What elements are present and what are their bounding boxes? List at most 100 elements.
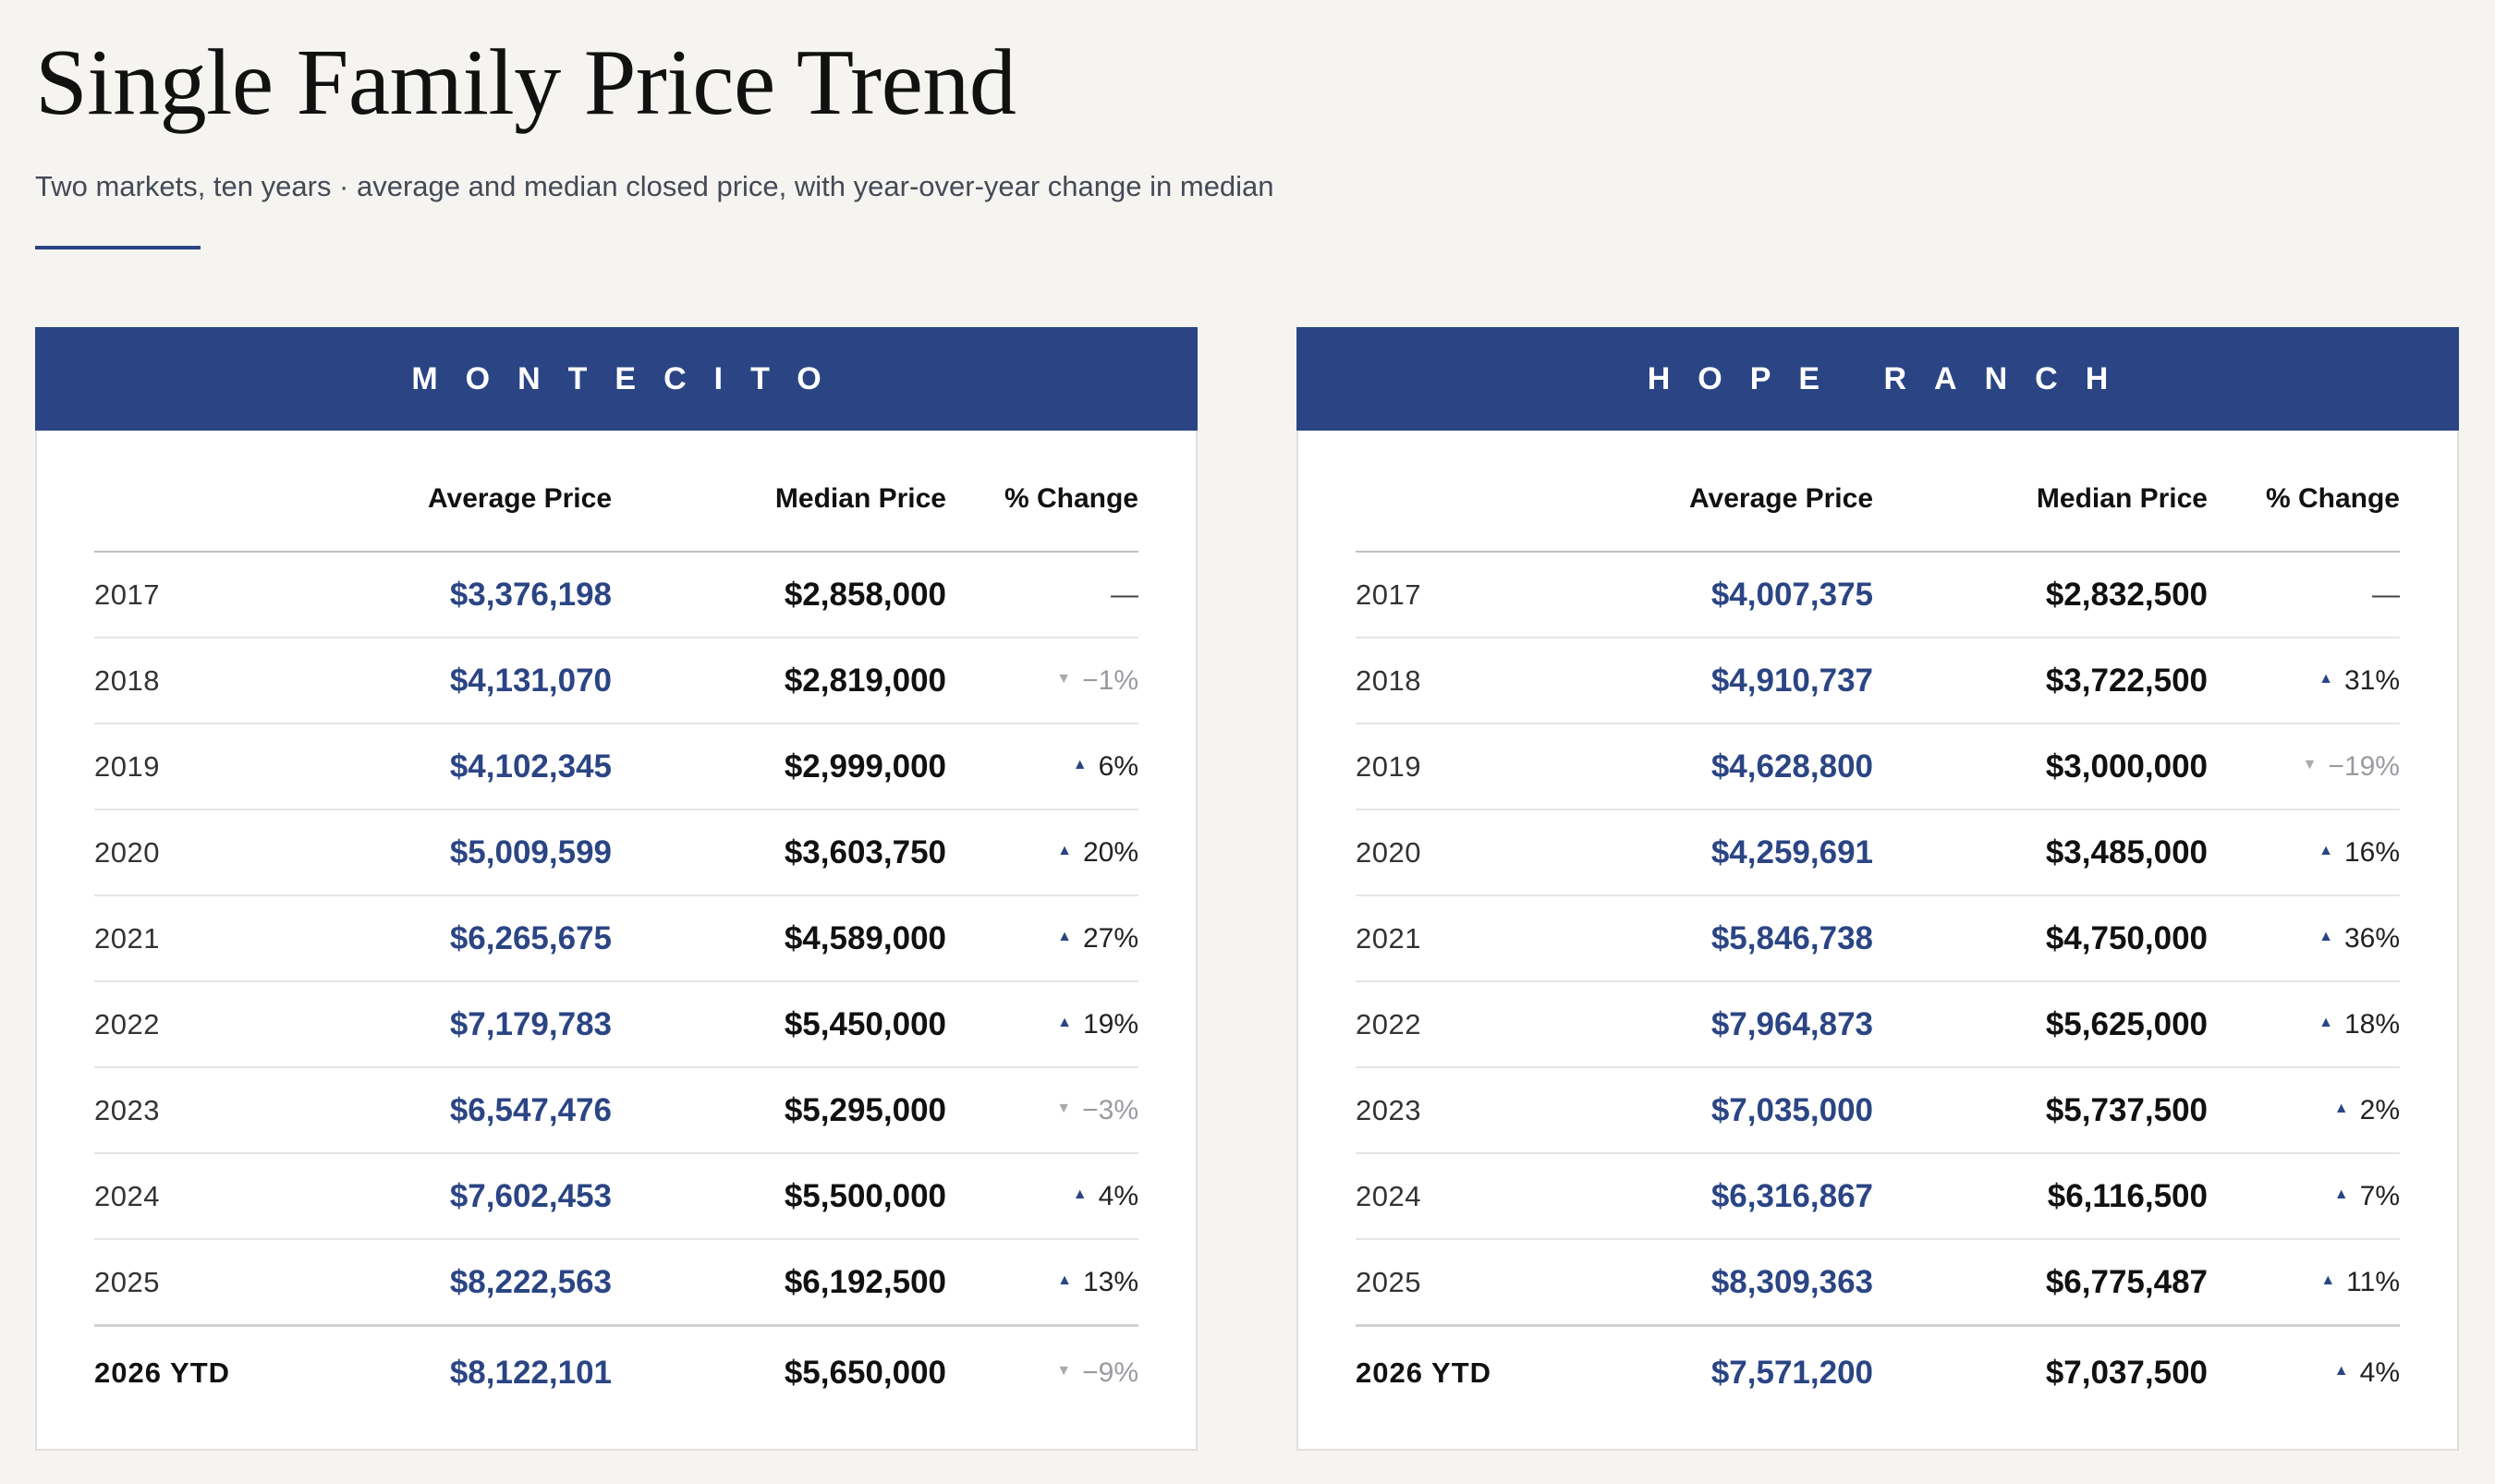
change-cell: ▼ −3% xyxy=(946,1067,1138,1154)
change-cell: ▼ −9% xyxy=(946,1326,1138,1420)
median-price-cell: $4,589,000 xyxy=(612,895,946,982)
median-price-cell: $3,603,750 xyxy=(612,809,946,896)
median-price-cell: $3,722,500 xyxy=(1873,638,2208,724)
average-price-cell: $8,309,363 xyxy=(1540,1239,1873,1327)
change-value: −19% xyxy=(2328,750,2400,782)
change-value: 13% xyxy=(1082,1266,1138,1297)
average-price-cell: $4,259,691 xyxy=(1540,809,1873,896)
triangle-up-icon: ▲ xyxy=(2333,1186,2349,1202)
change-value: — xyxy=(1111,578,1138,610)
change-cell: — xyxy=(2208,552,2400,639)
year-cell: 2018 xyxy=(94,638,279,724)
year-cell: 2023 xyxy=(94,1067,279,1154)
average-price-cell: $4,628,800 xyxy=(1540,724,1873,810)
average-price-cell: $5,009,599 xyxy=(279,809,612,896)
year-cell: 2019 xyxy=(1356,724,1540,810)
table-row: 2021 $6,265,675 $4,589,000 ▲ 27% xyxy=(94,895,1138,982)
average-price-column-header: Average Price xyxy=(1540,447,1873,553)
market-header: MONTECITO xyxy=(35,327,1198,431)
change-cell: — xyxy=(946,552,1138,639)
year-cell: 2017 xyxy=(1356,552,1540,639)
median-price-cell: $2,858,000 xyxy=(612,552,946,639)
change-value: 27% xyxy=(1082,922,1138,954)
table-row-ytd: 2026 YTD $8,122,101 $5,650,000 ▼ −9% xyxy=(94,1326,1138,1420)
table-row-ytd: 2026 YTD $7,571,200 $7,037,500 ▲ 4% xyxy=(1356,1326,2400,1420)
average-price-cell: $6,316,867 xyxy=(1540,1153,1873,1240)
average-price-cell: $3,376,198 xyxy=(279,552,612,639)
median-price-cell: $2,999,000 xyxy=(612,724,946,810)
median-price-cell: $7,037,500 xyxy=(2045,1355,2208,1391)
triangle-up-icon: ▲ xyxy=(2319,670,2333,687)
average-price-cell: $7,179,783 xyxy=(279,981,612,1068)
triangle-down-icon: ▼ xyxy=(1056,1100,1072,1116)
change-value: 31% xyxy=(2343,664,2400,696)
change-cell: ▲ 6% xyxy=(946,724,1138,810)
triangle-up-icon: ▲ xyxy=(2319,1014,2333,1030)
table-row: 2022 $7,964,873 $5,625,000 ▲ 18% xyxy=(1356,981,2400,1068)
table-row: 2022 $7,179,783 $5,450,000 ▲ 19% xyxy=(94,981,1138,1068)
change-cell: ▲ 19% xyxy=(946,981,1138,1068)
table-row: 2024 $7,602,453 $5,500,000 ▲ 4% xyxy=(94,1153,1138,1240)
triangle-up-icon: ▲ xyxy=(1057,1271,1072,1288)
table-row: 2023 $7,035,000 $5,737,500 ▲ 2% xyxy=(1356,1067,2400,1154)
triangle-down-icon: ▼ xyxy=(1056,670,1072,687)
change-value: 16% xyxy=(2343,836,2400,868)
change-value: −3% xyxy=(1082,1094,1138,1125)
market-card-montecito: MONTECITO Average Price Median Price % C… xyxy=(35,327,1198,1451)
year-cell: 2026 YTD xyxy=(94,1356,231,1389)
median-price-cell: $2,832,500 xyxy=(1873,552,2208,639)
table-row: 2020 $4,259,691 $3,485,000 ▲ 16% xyxy=(1356,809,2400,896)
median-price-cell: $3,000,000 xyxy=(1873,724,2208,810)
change-value: −1% xyxy=(1082,664,1138,696)
triangle-up-icon: ▲ xyxy=(1057,1014,1072,1030)
change-value: 19% xyxy=(1082,1008,1138,1040)
median-price-cell: $5,650,000 xyxy=(784,1355,946,1391)
average-price-cell: $7,602,453 xyxy=(279,1153,612,1240)
median-price-cell: $6,192,500 xyxy=(612,1239,946,1327)
change-value: 11% xyxy=(2346,1266,2400,1297)
page-title: Single Family Price Trend xyxy=(35,30,1016,135)
average-price-cell: $5,846,738 xyxy=(1540,895,1873,982)
triangle-down-icon: ▼ xyxy=(2302,756,2318,772)
change-value: 36% xyxy=(2343,922,2400,954)
median-price-cell: $5,295,000 xyxy=(612,1067,946,1154)
year-cell: 2022 xyxy=(94,981,279,1068)
change-value: 7% xyxy=(2359,1180,2400,1211)
change-cell: ▲ 18% xyxy=(2208,981,2400,1068)
median-price-cell: $4,750,000 xyxy=(1873,895,2208,982)
median-price-cell: $5,737,500 xyxy=(1873,1067,2208,1154)
average-price-cell: $4,102,345 xyxy=(279,724,612,810)
average-price-cell: $4,007,375 xyxy=(1540,552,1873,639)
triangle-up-icon: ▲ xyxy=(2333,1363,2349,1380)
change-cell: ▲ 11% xyxy=(2208,1239,2400,1327)
table-row: 2025 $8,222,563 $6,192,500 ▲ 13% xyxy=(94,1239,1138,1327)
table-row: 2023 $6,547,476 $5,295,000 ▼ −3% xyxy=(94,1067,1138,1154)
median-price-cell: $5,625,000 xyxy=(1873,981,2208,1068)
triangle-up-icon: ▲ xyxy=(1072,756,1088,772)
table-row: 2020 $5,009,599 $3,603,750 ▲ 20% xyxy=(94,809,1138,896)
triangle-up-icon: ▲ xyxy=(2319,928,2333,944)
year-column-header xyxy=(1356,447,1540,553)
average-price-cell: $6,265,675 xyxy=(279,895,612,982)
change-value: 6% xyxy=(1098,750,1138,782)
change-cell: ▲ 4% xyxy=(2208,1326,2400,1420)
average-price-cell: $8,222,563 xyxy=(279,1239,612,1327)
change-value: 20% xyxy=(1082,836,1138,868)
change-cell: ▲ 16% xyxy=(2208,809,2400,896)
year-cell: 2023 xyxy=(1356,1067,1540,1154)
title-underline xyxy=(35,246,201,249)
median-price-cell: $3,485,000 xyxy=(1873,809,2208,896)
year-cell: 2018 xyxy=(1356,638,1540,724)
triangle-up-icon: ▲ xyxy=(2319,842,2333,858)
year-cell: 2020 xyxy=(94,809,279,896)
change-value: 4% xyxy=(1098,1180,1138,1211)
average-price-cell: $7,571,200 xyxy=(1710,1355,1873,1391)
year-cell: 2025 xyxy=(1356,1239,1540,1327)
price-table: Average Price Median Price % Change 2017… xyxy=(1356,447,2400,1419)
median-price-cell: $6,775,487 xyxy=(1873,1239,2208,1327)
table-row: 2018 $4,131,070 $2,819,000 ▼ −1% xyxy=(94,638,1138,724)
change-value: — xyxy=(2372,578,2400,610)
change-value: −9% xyxy=(1082,1357,1138,1388)
year-cell: 2019 xyxy=(94,724,279,810)
